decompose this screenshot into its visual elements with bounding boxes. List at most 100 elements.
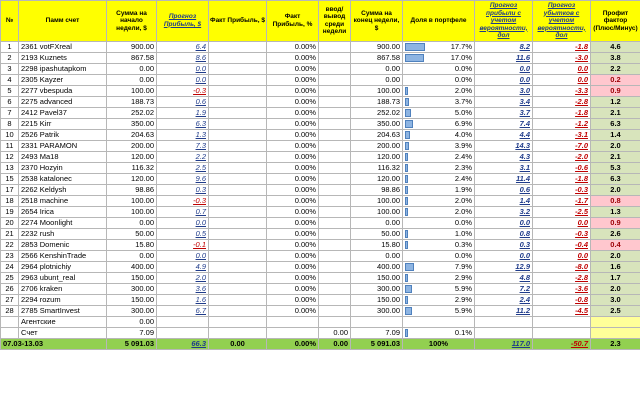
weighted-profit-link[interactable]: 4.3 [474,150,533,163]
forecast-profit-link[interactable] [156,326,209,339]
account-name[interactable]: 2526 Patrik [18,128,107,141]
table-row[interactable]: 13 2370 Hozyin 116.32 2.5 0.00% 116.32 2.3% 3.1… [0,161,640,174]
weighted-loss-link[interactable]: -0.3 [532,227,591,240]
weighted-loss-link[interactable]: -3.0 [532,51,591,64]
weighted-loss-link[interactable]: 0.0 [532,62,591,75]
forecast-profit-link[interactable]: 0.0 [156,73,209,86]
weighted-loss-link[interactable]: -1.7 [532,194,591,207]
table-row[interactable]: Агентские 0.00 [0,315,640,328]
weighted-loss-link[interactable]: -2.0 [532,150,591,163]
weighted-loss-link[interactable]: -2.5 [532,205,591,218]
weighted-profit-link[interactable]: 0.0 [474,73,533,86]
weighted-loss-link[interactable]: -3.3 [532,84,591,97]
table-row[interactable]: 26 2706 kraken 300.00 3.6 0.00% 300.00 5.9% 7.2… [0,282,640,295]
account-name[interactable]: 2518 machine [18,194,107,207]
weighted-profit-link[interactable]: 0.8 [474,227,533,240]
table-row[interactable]: 10 2526 Patrik 204.63 1.3 0.00% 204.63 4.0% 4.4… [0,128,640,141]
forecast-profit-link[interactable]: 2.5 [156,161,209,174]
weighted-profit-link[interactable] [474,315,533,328]
weighted-profit-link[interactable]: 3.0 [474,84,533,97]
column-header[interactable]: Памм счет [18,0,107,42]
table-row[interactable]: 15 2538 katalonec 120.00 9.6 0.00% 120.00 2.4%… [0,172,640,185]
forecast-profit-link[interactable]: 0.0 [156,62,209,75]
weighted-profit-link[interactable]: 0.3 [474,238,533,251]
table-row[interactable]: 28 2785 SmartInvest 300.00 6.7 0.00% 300.00 5.… [0,304,640,317]
table-row[interactable]: 12 2493 Ma18 120.00 2.2 0.00% 120.00 2.4% 4.3 -2… [0,150,640,163]
table-row[interactable]: 24 2964 plotnichiy 400.00 4.9 0.00% 400.00 7.9… [0,260,640,273]
account-name[interactable]: 2277 vbespuda [18,84,107,97]
account-name[interactable]: 2566 KenshinTrade [18,249,107,262]
weighted-profit-link[interactable]: 3.7 [474,106,533,119]
forecast-profit-link[interactable]: 0.3 [156,183,209,196]
forecast-profit-link[interactable]: 7.3 [156,139,209,152]
table-row[interactable]: 25 2963 ubunt_real 150.00 2.0 0.00% 150.00 2.9… [0,271,640,284]
column-header[interactable]: Профит фактор (Плюс/Минус) [590,0,640,42]
total-weighted-loss[interactable]: -50.7 [532,337,591,350]
column-header[interactable]: Прогноз убытков с учетом вероятности, до… [532,0,591,42]
weighted-loss-link[interactable]: -2.8 [532,271,591,284]
account-name[interactable]: 2538 katalonec [18,172,107,185]
weighted-loss-link[interactable]: -1.2 [532,117,591,130]
forecast-profit-link[interactable]: 4.9 [156,260,209,273]
account-name[interactable]: 2262 Keldysh [18,183,107,196]
weighted-profit-link[interactable]: 12.9 [474,260,533,273]
forecast-profit-link[interactable] [156,315,209,328]
account-name[interactable]: 2654 Irica [18,205,107,218]
weighted-profit-link[interactable]: 4.8 [474,271,533,284]
table-row[interactable]: 11 2331 PARAMON 200.00 7.3 0.00% 200.00 3.9% 14… [0,139,640,152]
column-header[interactable]: Факт Прибыль, $ [208,0,267,42]
forecast-profit-link[interactable]: 0.5 [156,227,209,240]
table-row[interactable]: 4 2305 Kayzer 0.00 0.0 0.00% 0.00 0.0% 0.0 0.0 0.… [0,73,640,86]
weighted-loss-link[interactable]: 0.0 [532,73,591,86]
weighted-profit-link[interactable]: 3.4 [474,95,533,108]
column-header[interactable]: Сумма на начало недели, $ [106,0,157,42]
account-name[interactable]: 2785 SmartInvest [18,304,107,317]
account-name[interactable]: 2853 Domenic [18,238,107,251]
forecast-profit-link[interactable]: 0.6 [156,95,209,108]
account-name[interactable]: 2305 Kayzer [18,73,107,86]
weighted-profit-link[interactable]: 11.2 [474,304,533,317]
weighted-profit-link[interactable]: 3.2 [474,205,533,218]
weighted-loss-link[interactable]: -0.6 [532,161,591,174]
weighted-profit-link[interactable]: 11.4 [474,172,533,185]
forecast-profit-link[interactable]: 6.3 [156,117,209,130]
account-name[interactable]: 2331 PARAMON [18,139,107,152]
table-row[interactable]: 21 2232 rush 50.00 0.5 0.00% 50.00 1.0% 0.8 -0.3… [0,227,640,240]
weighted-loss-link[interactable]: -3.1 [532,128,591,141]
weighted-loss-link[interactable]: -7.0 [532,139,591,152]
weighted-loss-link[interactable]: -4.5 [532,304,591,317]
forecast-profit-link[interactable]: 0.7 [156,205,209,218]
forecast-profit-link[interactable]: 6.4 [156,40,209,53]
weighted-loss-link[interactable]: -1.8 [532,106,591,119]
weighted-profit-link[interactable]: 11.6 [474,51,533,64]
forecast-profit-link[interactable]: -0.3 [156,84,209,97]
weighted-loss-link[interactable]: -0.3 [532,183,591,196]
column-header[interactable]: ввод/вывод среди недели [318,0,351,42]
account-name[interactable]: 2964 plotnichiy [18,260,107,273]
table-row[interactable]: 17 2262 Keldysh 98.86 0.3 0.00% 98.86 1.9% 0.6-… [0,183,640,196]
weighted-profit-link[interactable]: 4.4 [474,128,533,141]
total-weighted-profit[interactable]: 117.0 [474,337,533,350]
weighted-profit-link[interactable]: 8.2 [474,40,533,53]
weighted-profit-link[interactable]: 14.3 [474,139,533,152]
table-row[interactable]: 3 2298 ipashutapkom 0.00 0.0 0.00% 0.00 0.0% 0.… [0,62,640,75]
forecast-profit-link[interactable]: 0.0 [156,249,209,262]
account-name[interactable]: 2232 rush [18,227,107,240]
account-name[interactable]: 2294 rozum [18,293,107,306]
forecast-profit-link[interactable]: 1.6 [156,293,209,306]
account-name[interactable]: 2215 Kirr [18,117,107,130]
account-name[interactable]: 2493 Ma18 [18,150,107,163]
account-name[interactable]: 2275 advanced [18,95,107,108]
weighted-profit-link[interactable]: 0.6 [474,183,533,196]
account-name[interactable]: 2361 votFXreal [18,40,107,53]
account-name[interactable]: 2298 ipashutapkom [18,62,107,75]
account-name[interactable]: 2963 ubunt_real [18,271,107,284]
weighted-profit-link[interactable]: 0.0 [474,216,533,229]
weighted-profit-link[interactable]: 0.0 [474,249,533,262]
forecast-profit-link[interactable]: 6.7 [156,304,209,317]
column-header[interactable]: Прогноз прибыли с учетом вероятности, до… [474,0,533,42]
forecast-profit-link[interactable]: 8.6 [156,51,209,64]
forecast-profit-link[interactable]: -0.3 [156,194,209,207]
table-row[interactable]: 1 2361 votFXreal 900.00 6.4 0.00% 900.00 17.7%… [0,40,640,53]
table-row[interactable]: 19 2654 Irica 100.00 0.7 0.00% 100.00 2.0% 3.2-… [0,205,640,218]
